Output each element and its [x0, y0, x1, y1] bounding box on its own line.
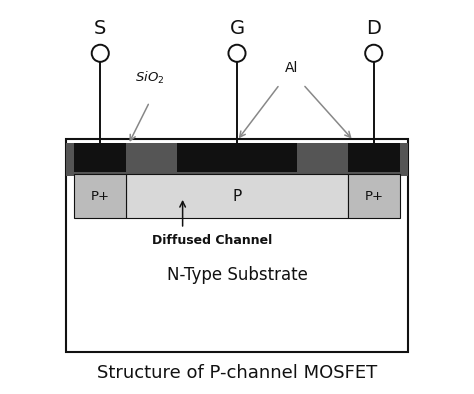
Bar: [348, 143, 400, 172]
Text: $SiO_2$: $SiO_2$: [135, 70, 164, 86]
Text: P+: P+: [365, 190, 383, 203]
Text: S: S: [94, 19, 107, 38]
Text: D: D: [366, 19, 381, 38]
Text: P: P: [232, 188, 242, 204]
Bar: [66, 139, 408, 352]
Bar: [348, 174, 400, 218]
Bar: [74, 143, 126, 172]
Text: G: G: [229, 19, 245, 38]
Bar: [66, 143, 408, 176]
Bar: [74, 174, 126, 218]
Text: Al: Al: [285, 61, 298, 74]
Text: Structure of P-channel MOSFET: Structure of P-channel MOSFET: [97, 364, 377, 381]
Bar: [177, 143, 297, 172]
Text: Diffused Channel: Diffused Channel: [152, 234, 272, 247]
Bar: [126, 174, 348, 218]
Text: P+: P+: [91, 190, 109, 203]
Text: N-Type Substrate: N-Type Substrate: [166, 266, 308, 284]
